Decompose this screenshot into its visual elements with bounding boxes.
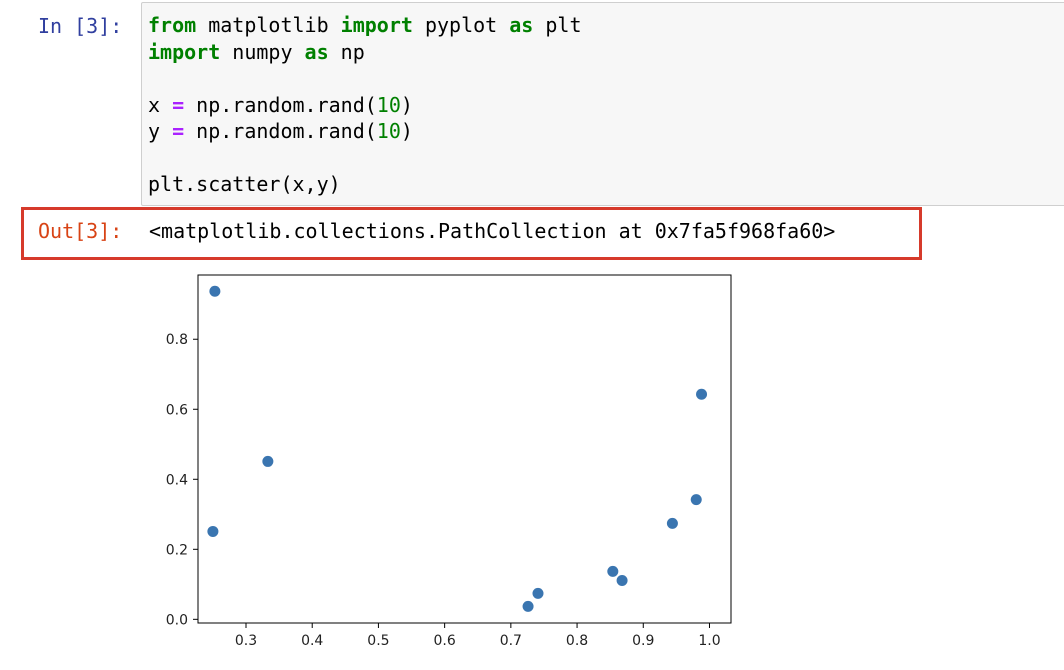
code-token: =: [172, 92, 185, 117]
scatter-point: [522, 600, 534, 612]
code-cell-input[interactable]: [141, 2, 1064, 206]
axis-ticks: 0.3 0.4 0.5 0.6 0.7 0.8 0.9 1.0 0.0 0.2 0.4 0.6 0.8: [166, 332, 721, 649]
x-tick-label: 0.3: [235, 633, 257, 649]
x-tick-label: 0.8: [566, 633, 588, 649]
scatter-point: [207, 525, 219, 537]
output-highlight-box: [21, 207, 922, 260]
code-token: y: [148, 119, 173, 143]
scatter-point: [607, 565, 619, 577]
code-editor[interactable]: from matplotlib import pyplot as plt imp…: [148, 12, 582, 198]
x-tick-label: 0.9: [632, 633, 654, 649]
code-token: numpy: [220, 39, 305, 64]
x-tick-label: 0.6: [434, 633, 456, 649]
code-token: =: [172, 119, 185, 143]
input-prompt: In [3]:: [38, 14, 123, 38]
x-tick-label: 0.5: [367, 633, 389, 649]
code-token: import: [340, 13, 413, 37]
scatter-point: [616, 574, 628, 586]
code-token: pyplot: [412, 13, 510, 37]
scatter-point: [696, 388, 708, 400]
code-token: ): [400, 92, 413, 117]
code-token: np.random.rand(: [184, 92, 377, 117]
output-text: <matplotlib.collections.PathCollection a…: [149, 219, 836, 243]
code-token: np: [328, 39, 365, 64]
code-token: ): [400, 119, 413, 143]
code-token: 10: [376, 119, 401, 143]
code-token: 10: [376, 92, 401, 117]
code-token: x: [148, 92, 173, 117]
x-tick-label: 0.7: [500, 633, 522, 649]
code-token: np.random.rand(: [184, 119, 377, 143]
y-tick-label: 0.4: [166, 472, 188, 488]
code-token: as: [509, 13, 534, 37]
scatter-point: [532, 587, 544, 599]
code-token: import: [148, 39, 221, 64]
scatter-point: [262, 455, 274, 467]
scatter-points: [207, 285, 708, 612]
scatter-point: [690, 494, 702, 506]
code-token: as: [304, 39, 329, 64]
code-token: plt.scatter(x,y): [148, 172, 341, 196]
plot-frame: [197, 274, 732, 624]
y-tick-label: 0.8: [166, 332, 188, 348]
y-tick-label: 0.0: [166, 612, 188, 628]
y-tick-label: 0.6: [166, 402, 188, 418]
y-tick-label: 0.2: [166, 542, 188, 558]
x-tick-label: 0.4: [301, 633, 323, 649]
code-token: matplotlib: [196, 13, 341, 37]
output-prompt: Out[3]:: [38, 219, 123, 243]
code-token: plt: [533, 13, 582, 37]
x-tick-label: 1.0: [698, 633, 720, 649]
code-token: from: [148, 13, 197, 37]
scatter-point: [209, 285, 221, 297]
scatter-point: [666, 517, 678, 529]
